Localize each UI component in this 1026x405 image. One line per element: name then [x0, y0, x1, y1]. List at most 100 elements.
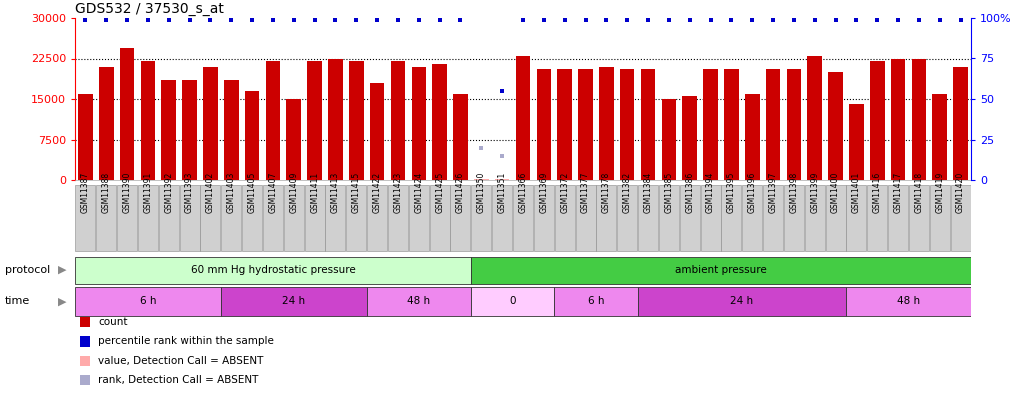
- Text: 6 h: 6 h: [588, 296, 604, 307]
- Text: GSM11407: GSM11407: [269, 172, 277, 213]
- Text: GSM11399: GSM11399: [811, 172, 819, 213]
- Bar: [763, 185, 783, 251]
- Text: ambient pressure: ambient pressure: [675, 265, 766, 275]
- Bar: [638, 185, 658, 251]
- Bar: [141, 61, 155, 180]
- Text: ▶: ▶: [58, 296, 67, 307]
- Bar: [203, 66, 218, 180]
- Text: GSM11388: GSM11388: [102, 172, 111, 213]
- Bar: [846, 287, 971, 316]
- Text: GSM11398: GSM11398: [789, 172, 798, 213]
- Text: 6 h: 6 h: [140, 296, 156, 307]
- Bar: [221, 287, 366, 316]
- Bar: [599, 66, 614, 180]
- Bar: [637, 287, 846, 316]
- Text: GSM11405: GSM11405: [247, 172, 256, 213]
- Bar: [305, 185, 324, 251]
- Bar: [679, 185, 700, 251]
- Bar: [75, 287, 221, 316]
- Bar: [495, 179, 510, 180]
- Bar: [933, 94, 947, 180]
- Text: GSM11387: GSM11387: [81, 172, 90, 213]
- Bar: [180, 185, 200, 251]
- Bar: [349, 61, 363, 180]
- Text: ▶: ▶: [58, 265, 67, 275]
- Bar: [659, 185, 679, 251]
- Text: GSM11395: GSM11395: [726, 172, 736, 213]
- Text: GSM11426: GSM11426: [456, 172, 465, 213]
- Bar: [450, 185, 471, 251]
- Bar: [850, 104, 864, 180]
- Bar: [579, 69, 593, 180]
- Bar: [701, 185, 720, 251]
- Text: GSM11401: GSM11401: [852, 172, 861, 213]
- Bar: [391, 61, 405, 180]
- Text: GSM11419: GSM11419: [936, 172, 944, 213]
- Bar: [867, 185, 887, 251]
- Bar: [245, 91, 260, 180]
- Text: GSM11377: GSM11377: [581, 172, 590, 213]
- Text: GSM11369: GSM11369: [540, 172, 548, 213]
- Text: GSM11418: GSM11418: [914, 172, 923, 213]
- Text: time: time: [5, 296, 31, 307]
- Bar: [765, 69, 781, 180]
- Bar: [78, 94, 92, 180]
- Bar: [224, 80, 239, 180]
- Bar: [534, 185, 554, 251]
- Text: GSM11425: GSM11425: [435, 172, 444, 213]
- Bar: [620, 69, 634, 180]
- Bar: [200, 185, 221, 251]
- Bar: [430, 185, 449, 251]
- Text: 0: 0: [509, 296, 516, 307]
- Bar: [471, 185, 491, 251]
- Text: GSM11424: GSM11424: [415, 172, 424, 213]
- Text: GSM11397: GSM11397: [768, 172, 778, 213]
- Bar: [804, 185, 825, 251]
- Bar: [703, 69, 718, 180]
- Text: GSM11416: GSM11416: [873, 172, 881, 213]
- Bar: [183, 80, 197, 180]
- Text: GSM11393: GSM11393: [185, 172, 194, 213]
- Text: 24 h: 24 h: [731, 296, 753, 307]
- Bar: [953, 66, 968, 180]
- Text: 24 h: 24 h: [282, 296, 306, 307]
- Text: GSM11372: GSM11372: [560, 172, 569, 213]
- Bar: [367, 185, 387, 251]
- Bar: [640, 69, 656, 180]
- Text: percentile rank within the sample: percentile rank within the sample: [98, 337, 274, 347]
- Text: GSM11396: GSM11396: [748, 172, 757, 213]
- Text: GSM11422: GSM11422: [372, 172, 382, 213]
- Text: GSM11394: GSM11394: [706, 172, 715, 213]
- Bar: [662, 99, 676, 180]
- Bar: [161, 80, 176, 180]
- Bar: [96, 185, 116, 251]
- Bar: [347, 185, 366, 251]
- Text: 60 mm Hg hydrostatic pressure: 60 mm Hg hydrostatic pressure: [191, 265, 355, 275]
- Bar: [284, 185, 304, 251]
- Bar: [826, 185, 845, 251]
- Bar: [411, 66, 426, 180]
- Text: GSM11382: GSM11382: [623, 172, 632, 213]
- Bar: [474, 179, 488, 180]
- Bar: [308, 61, 322, 180]
- Bar: [846, 185, 866, 251]
- Text: GSM11400: GSM11400: [831, 172, 840, 213]
- Bar: [557, 69, 571, 180]
- Bar: [596, 185, 617, 251]
- Bar: [286, 99, 301, 180]
- Text: protocol: protocol: [5, 265, 50, 275]
- Bar: [76, 185, 95, 251]
- Text: GSM11384: GSM11384: [643, 172, 653, 213]
- Text: GSM11415: GSM11415: [352, 172, 361, 213]
- Text: GSM11411: GSM11411: [310, 172, 319, 213]
- Bar: [159, 185, 179, 251]
- Bar: [432, 64, 447, 180]
- Bar: [98, 66, 114, 180]
- Text: GSM11391: GSM11391: [144, 172, 153, 213]
- Bar: [870, 61, 884, 180]
- Bar: [787, 69, 801, 180]
- Text: GSM11366: GSM11366: [518, 172, 527, 213]
- Bar: [950, 185, 971, 251]
- Text: GSM11402: GSM11402: [206, 172, 214, 213]
- Bar: [328, 58, 343, 180]
